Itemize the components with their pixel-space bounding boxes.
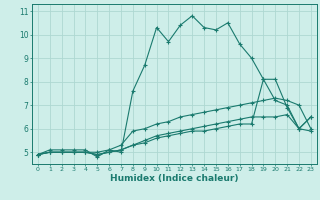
X-axis label: Humidex (Indice chaleur): Humidex (Indice chaleur) <box>110 174 239 183</box>
